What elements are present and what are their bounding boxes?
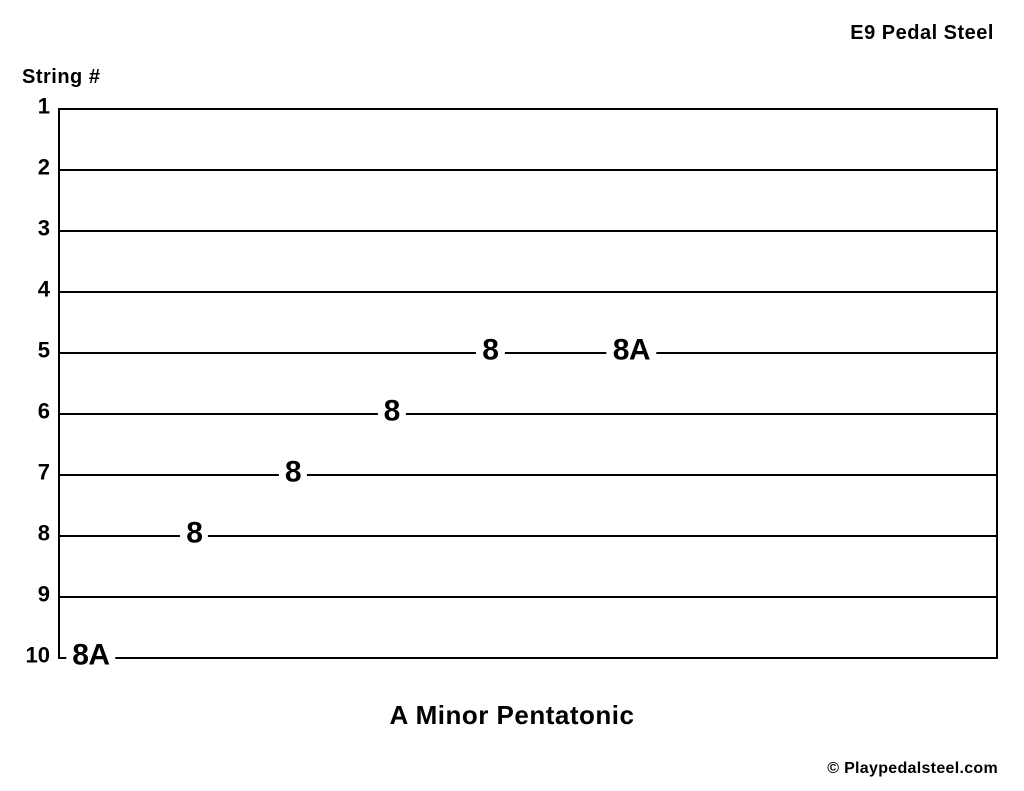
copyright-footer: © Playpedalsteel.com bbox=[827, 760, 998, 778]
tab-note: 8A bbox=[66, 638, 115, 672]
axis-label: String # bbox=[22, 66, 100, 89]
right-endbar bbox=[996, 108, 998, 657]
string-number-label: 5 bbox=[38, 338, 50, 364]
string-number-label: 6 bbox=[38, 399, 50, 425]
tablature-grid: 123456789108A88888A bbox=[58, 108, 998, 657]
string-hline bbox=[58, 230, 998, 232]
string-hline bbox=[58, 657, 998, 659]
string-number-label: 9 bbox=[38, 582, 50, 608]
string-hline bbox=[58, 413, 998, 415]
string-number-label: 8 bbox=[38, 521, 50, 547]
tab-note: 8 bbox=[378, 394, 406, 428]
string-number-label: 2 bbox=[38, 155, 50, 181]
string-hline bbox=[58, 352, 998, 354]
tab-note: 8 bbox=[279, 455, 307, 489]
string-hline bbox=[58, 108, 998, 110]
tab-note: 8 bbox=[476, 333, 504, 367]
string-number-label: 3 bbox=[38, 216, 50, 242]
string-number-label: 4 bbox=[38, 277, 50, 303]
left-endbar bbox=[58, 108, 60, 657]
string-hline bbox=[58, 474, 998, 476]
tab-note: 8A bbox=[607, 333, 656, 367]
string-hline bbox=[58, 169, 998, 171]
string-hline bbox=[58, 596, 998, 598]
string-number-label: 7 bbox=[38, 460, 50, 486]
string-number-label: 10 bbox=[26, 643, 50, 669]
tab-note: 8 bbox=[180, 516, 208, 550]
tuning-label: E9 Pedal Steel bbox=[850, 22, 994, 45]
string-number-label: 1 bbox=[38, 94, 50, 120]
scale-caption: A Minor Pentatonic bbox=[0, 700, 1024, 731]
string-hline bbox=[58, 291, 998, 293]
